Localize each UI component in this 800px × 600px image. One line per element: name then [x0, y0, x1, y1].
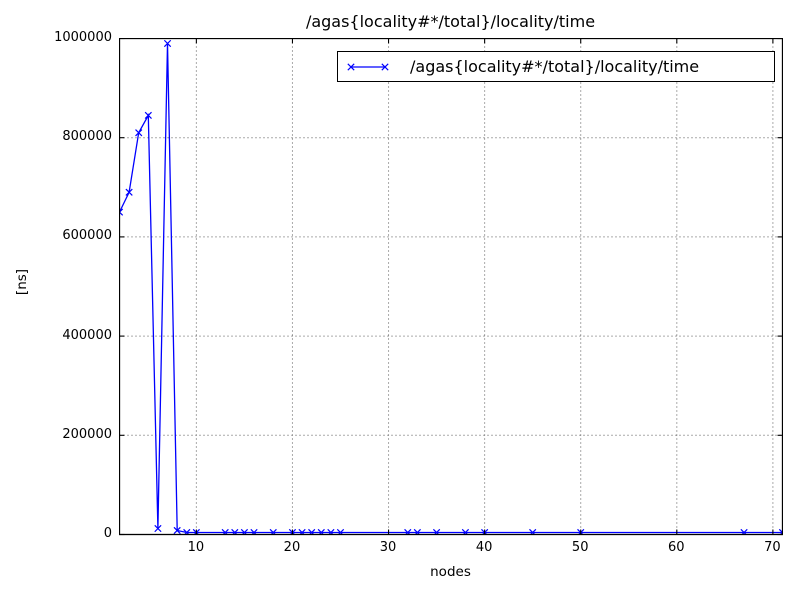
x-tick-label: 10 — [187, 540, 205, 555]
y-tick-label: 200000 — [62, 426, 112, 442]
y-tick-label: 600000 — [62, 228, 112, 244]
x-tick-label: 20 — [283, 540, 301, 555]
x-tick-label: 50 — [571, 540, 589, 555]
x-tick-label: 40 — [475, 540, 493, 555]
x-tick-label: 30 — [379, 540, 397, 555]
legend: /agas{locality#*/total}/locality/time — [337, 51, 775, 82]
y-tick-label: 1000000 — [54, 30, 112, 45]
y-tick-label: 800000 — [62, 129, 112, 145]
x-tick-label: 60 — [668, 540, 685, 555]
y-tick-label: 0 — [103, 526, 112, 541]
legend-label: /agas{locality#*/total}/locality/time — [410, 57, 700, 76]
x-axis-label: nodes — [430, 564, 471, 580]
plot-area — [119, 38, 783, 536]
y-axis-label: [ns] — [14, 268, 30, 296]
x-tick-label: 70 — [764, 540, 781, 555]
legend-line-sample — [347, 62, 389, 71]
chart-title: /agas{locality#*/total}/locality/time — [305, 12, 596, 31]
y-tick-label: 400000 — [62, 327, 112, 343]
